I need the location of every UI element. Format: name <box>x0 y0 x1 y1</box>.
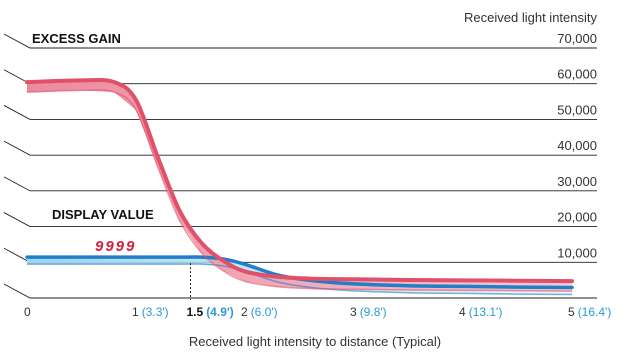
y-tick-label: 60,000 <box>557 67 597 82</box>
excess-gain-label: EXCESS GAIN <box>32 31 121 46</box>
grid-line <box>3 212 597 228</box>
display-value-label: DISPLAY VALUE <box>52 207 154 222</box>
x-tick-label: 0 <box>24 305 31 319</box>
grid-line <box>3 283 597 299</box>
x-tick-label: 5 (16.4') <box>568 305 611 319</box>
display-value-line <box>25 255 574 290</box>
y-tick-label: 40,000 <box>557 138 597 153</box>
x-tick-label: 2 (6.0') <box>241 305 278 319</box>
x-axis-title: Received light intensity to distance (Ty… <box>189 334 441 349</box>
grid-line <box>3 33 597 49</box>
y-tick-label: 50,000 <box>557 102 597 117</box>
grid-line <box>3 105 597 120</box>
grid-line <box>3 140 597 156</box>
grid-line <box>3 176 597 192</box>
x-tick-label: 3 (9.8') <box>350 305 387 319</box>
y-axis-title: Received light intensity <box>464 10 597 25</box>
y-tick-label: 30,000 <box>557 174 597 189</box>
y-tick-label: 20,000 <box>557 210 597 225</box>
excess-gain-line <box>25 78 574 284</box>
series-marks <box>25 78 574 300</box>
y-tick-labels: 10,000 20,000 30,000 40,000 50,000 60,000 70,0… <box>557 31 597 260</box>
y-tick-label: 70,000 <box>557 31 597 46</box>
display-readout: 9999 <box>95 238 136 255</box>
x-tick-label: 1.5 (4.9') <box>187 305 234 319</box>
y-tick-label: 10,000 <box>557 245 597 260</box>
x-tick-label: 4 (13.1') <box>459 305 502 319</box>
x-tick-labels: 0 1 (3.3') 1.5 (4.9') 2 (6.0') 3 (9.8') 4 (13.1') 5… <box>24 305 611 319</box>
x-tick-label: 1 (3.3') <box>132 305 169 319</box>
excess-gain-edge <box>26 89 573 292</box>
grid-lines <box>3 33 597 299</box>
